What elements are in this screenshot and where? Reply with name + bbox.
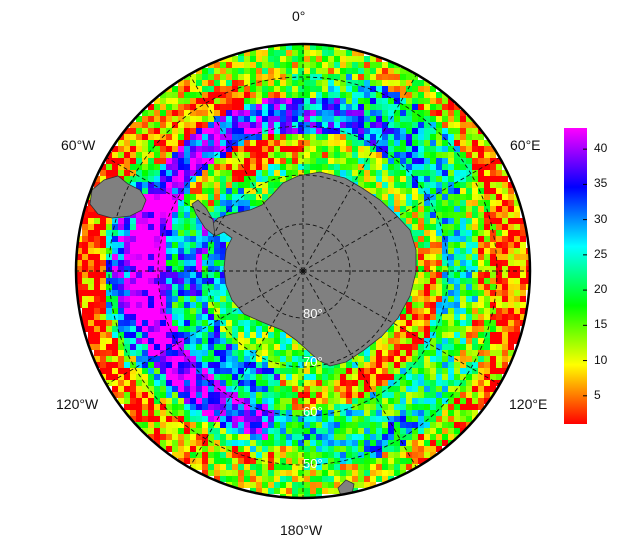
- meridian-line: [302, 270, 417, 468]
- data-field: [76, 44, 530, 498]
- colorbar-tick-label: 5: [594, 387, 601, 402]
- lat-label-60: 60°: [303, 404, 323, 419]
- colorbar-tick-label: 35: [594, 176, 608, 191]
- lat-circle-60: [157, 125, 449, 417]
- meridian-line: [189, 74, 304, 272]
- lon-label-180w: 180°W: [280, 522, 323, 538]
- lat-circle-80: [255, 223, 351, 319]
- colorbar-tick-marks: [583, 148, 587, 397]
- colorbar-tick-label: 15: [594, 317, 608, 332]
- lon-label-60w: 60°W: [61, 137, 96, 153]
- lat-label-80: 80°: [303, 306, 323, 321]
- colorbar-tick-label: 25: [594, 246, 608, 261]
- lon-label-60e: 60°E: [510, 137, 541, 153]
- meridian-line: [189, 270, 304, 468]
- lon-label-120e: 120°E: [509, 396, 548, 412]
- lat-label-50: 50°: [303, 456, 323, 471]
- colorbar-tick-label: 30: [594, 211, 608, 226]
- lat-circle-50: [108, 76, 498, 466]
- map-border: [74, 42, 532, 500]
- colorbar-tick-label: 10: [594, 352, 608, 367]
- meridian-line: [106, 270, 304, 385]
- colorbar: [564, 128, 587, 424]
- meridians: [76, 44, 530, 498]
- meridian-line: [302, 270, 500, 385]
- meridian-line: [106, 157, 304, 272]
- lon-label-0: 0°: [292, 8, 306, 24]
- lat-label-70: 70°: [303, 354, 323, 369]
- lon-label-120w: 120°W: [56, 396, 99, 412]
- colorbar-tick-label: 20: [594, 282, 608, 297]
- lat-circle-70: [206, 174, 400, 368]
- graticule: [76, 44, 530, 498]
- antarctica-landmass: [89, 171, 417, 498]
- colorbar-tick-label: 40: [594, 141, 608, 156]
- meridian-line: [302, 74, 417, 272]
- meridian-line: [302, 157, 500, 272]
- south-america-tip: [89, 175, 147, 219]
